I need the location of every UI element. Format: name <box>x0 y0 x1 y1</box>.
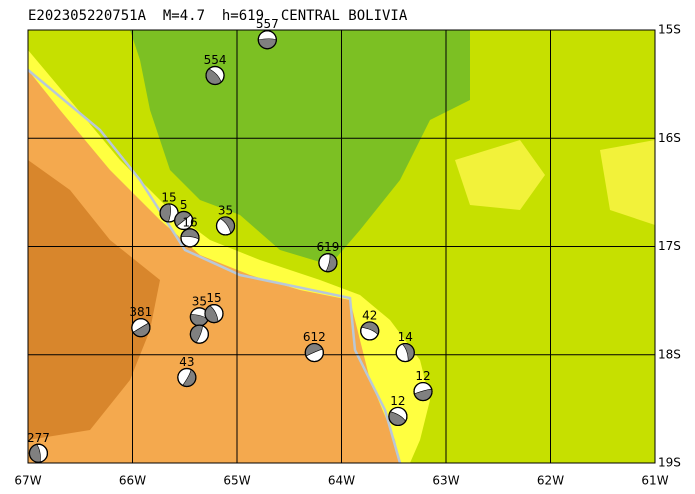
focal-mechanism <box>205 65 225 86</box>
y-tick-label: 17S <box>658 239 681 253</box>
y-tick-label: 16S <box>658 131 681 145</box>
depth-label: 557 <box>256 17 279 31</box>
beachball-rim <box>388 406 408 427</box>
x-tick-label: 63W <box>432 474 459 488</box>
beachball-rim <box>360 321 380 341</box>
beachball-rim <box>131 318 151 338</box>
depth-label: 15 <box>206 291 221 305</box>
x-tick-label: 65W <box>223 474 250 488</box>
depth-label: 15 <box>161 190 176 204</box>
beachball-rim <box>215 216 236 236</box>
focal-mechanism <box>395 342 415 363</box>
focal-mechanism <box>180 228 200 248</box>
focal-mechanism <box>360 321 380 341</box>
focal-mechanism <box>174 210 194 231</box>
focal-mechanism <box>413 381 433 402</box>
beachball-rim <box>28 443 49 463</box>
depth-label: 43 <box>179 355 194 369</box>
beachball-rim <box>174 210 194 231</box>
focal-mechanism <box>304 342 324 363</box>
focal-mechanism <box>189 307 209 327</box>
depth-label: 381 <box>129 305 152 319</box>
focal-mechanism <box>257 30 277 50</box>
beachball-rim <box>413 381 433 402</box>
focal-mechanism <box>204 304 224 324</box>
beachball-rim <box>204 304 224 324</box>
y-tick-label: 19S <box>658 456 681 470</box>
focal-mechanism <box>189 324 209 344</box>
beachball-rim <box>177 367 197 388</box>
depth-label: 42 <box>362 308 377 322</box>
depth-label: 35 <box>218 203 233 217</box>
depth-label: 612 <box>303 330 326 344</box>
focal-mechanism <box>215 216 236 236</box>
focal-mechanism <box>388 406 408 427</box>
beachball-rim <box>395 342 415 363</box>
depth-label: 277 <box>27 431 50 445</box>
x-tick-label: 66W <box>119 474 146 488</box>
x-tick-label: 62W <box>537 474 564 488</box>
beachball-rim <box>318 253 338 273</box>
x-tick-label: 67W <box>14 474 41 488</box>
beachball-rim <box>304 342 324 363</box>
depth-label: 5 <box>180 198 188 212</box>
depth-label: 554 <box>204 53 227 67</box>
map-title: E202305220751A M=4.7 h=619 CENTRAL BOLIV… <box>28 8 408 24</box>
depth-label: 12 <box>390 394 405 408</box>
x-tick-label: 61W <box>641 474 668 488</box>
depth-label: 619 <box>316 240 339 254</box>
focal-mechanism <box>28 443 49 463</box>
y-tick-label: 18S <box>658 347 681 361</box>
y-tick-label: 15S <box>658 23 681 37</box>
depth-label: 35 <box>192 294 207 308</box>
focal-mechanism <box>131 318 151 338</box>
beachball-rim <box>189 324 209 344</box>
focal-mechanism <box>318 253 338 273</box>
x-tick-label: 64W <box>328 474 355 488</box>
beachball-rim <box>180 228 200 248</box>
focal-mechanism <box>177 367 197 388</box>
depth-label: 16 <box>182 215 197 229</box>
depth-label: 12 <box>415 369 430 383</box>
depth-label: 14 <box>398 330 413 344</box>
beachball-rim <box>205 65 225 86</box>
beachball-rim <box>257 30 277 50</box>
